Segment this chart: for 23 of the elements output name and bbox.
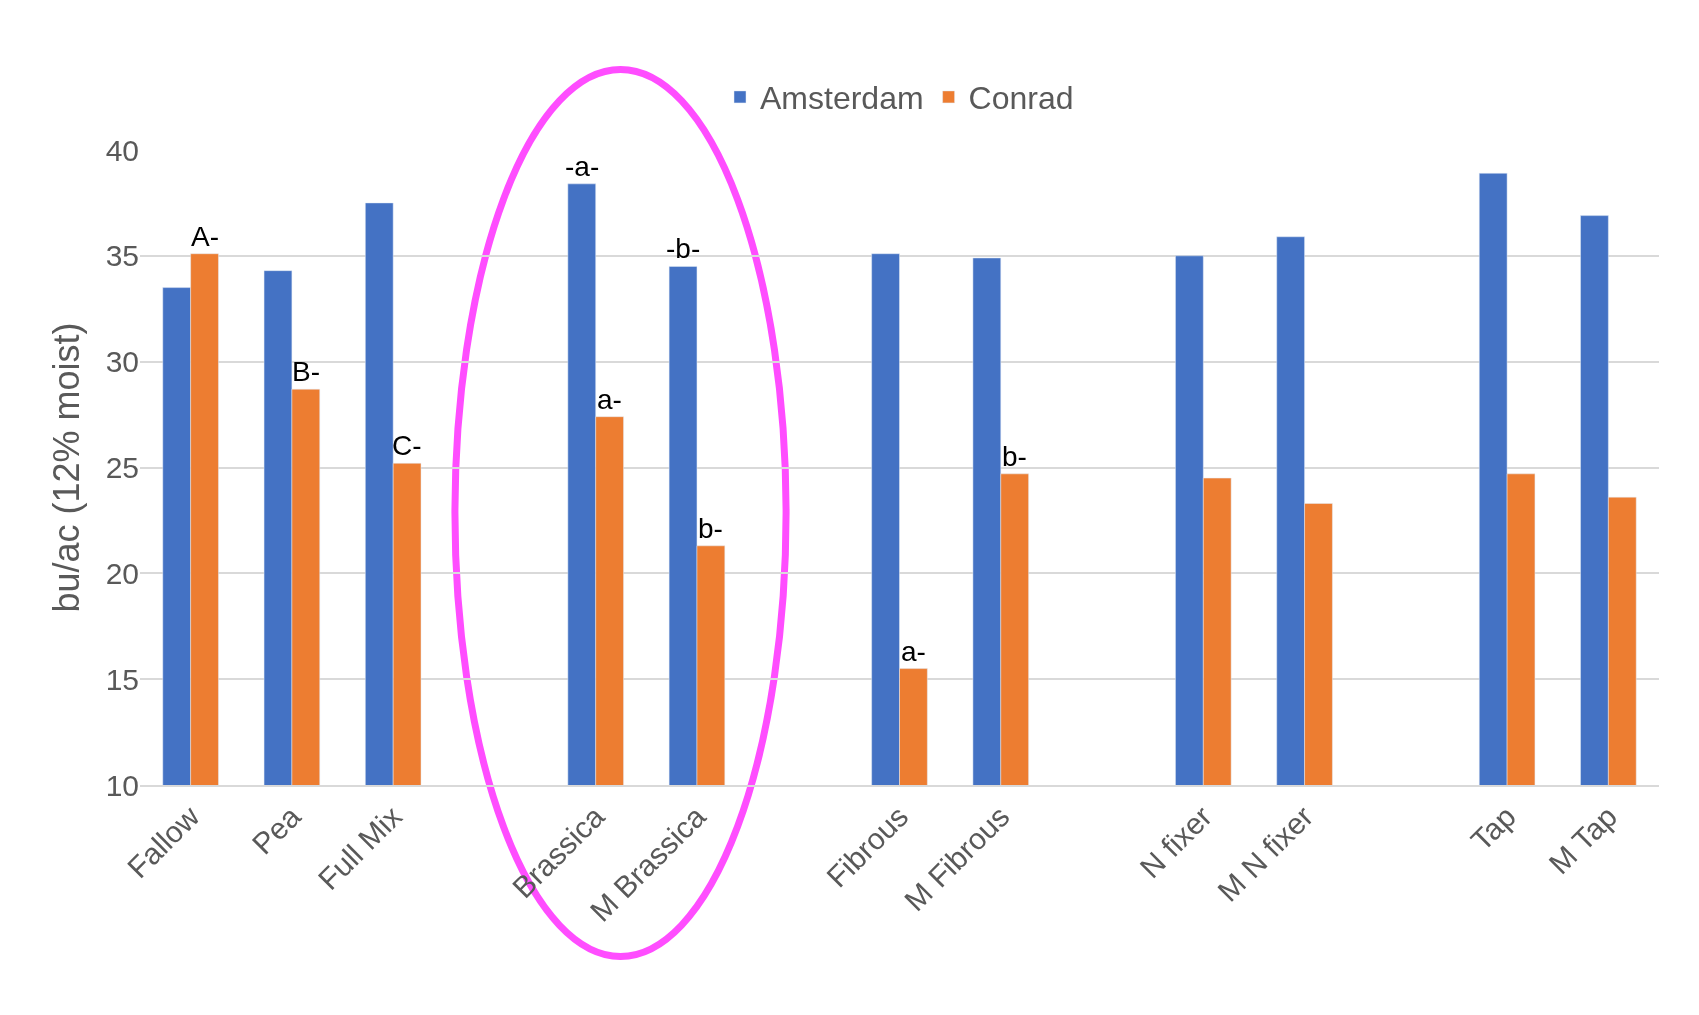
annotation: -b- [666,233,701,264]
y-tick-label: 40 [105,133,139,167]
y-tick-label: 10 [105,768,139,802]
x-tick-label: Tap [1464,799,1522,858]
y-tick-label: 30 [105,345,139,379]
annotation: a- [901,636,926,667]
x-tick-label: M Tap [1542,799,1624,881]
annotation: b- [698,513,723,544]
annotation: A- [191,221,219,252]
y-tick-label: 35 [105,239,139,273]
annotation: C- [392,430,422,461]
x-tick-label: Pea [245,799,307,861]
y-tick-label: 15 [105,662,139,696]
annotation: -a- [565,151,600,182]
y-axis-title: bu/ac (12% moist) [45,322,87,613]
annotation: b- [1002,441,1027,472]
legend-label: Amsterdam [760,80,924,117]
legend-label: Conrad [968,80,1074,117]
annotation: B- [292,356,320,387]
annotation: a- [597,384,622,415]
y-tick-label: 25 [105,451,139,484]
y-tick-label: 20 [105,556,139,590]
x-tick-label: Full Mix [311,799,409,896]
